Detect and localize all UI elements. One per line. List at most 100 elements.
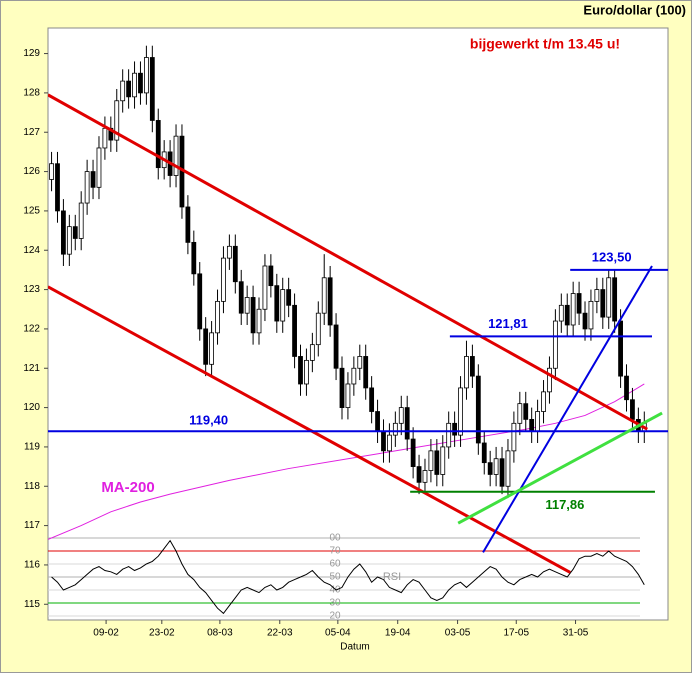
candle-body (529, 418, 535, 432)
candle-body (594, 289, 600, 302)
candle-body (475, 375, 481, 444)
plot-layer: 00 70 60 50 40 30 20 RSI (48, 45, 668, 622)
x-tick-label: 23-02 (149, 628, 175, 639)
y-tick-label: 123 (23, 284, 40, 295)
candle-body (600, 289, 606, 318)
x-tick-label: 09-02 (93, 628, 119, 639)
candle-body (606, 277, 612, 318)
plot-area (47, 27, 669, 621)
x-tick-label: 31-05 (563, 628, 589, 639)
candle-body (132, 72, 137, 98)
candle-body (72, 226, 78, 239)
candle-body (618, 320, 623, 377)
candle-body (84, 171, 90, 204)
candle-body (535, 411, 540, 432)
candle-body (612, 277, 618, 322)
candle-body (197, 273, 203, 330)
candle-body (321, 277, 327, 314)
candle-body (155, 120, 161, 169)
candle-body (517, 403, 523, 424)
candle-body (78, 202, 84, 239)
candle-body (256, 308, 262, 334)
candle-body (143, 57, 149, 94)
candle-body (452, 422, 458, 436)
rsi-tick-label: 20 (329, 611, 341, 622)
candle-body (61, 210, 66, 255)
candle-body (547, 367, 552, 393)
y-tick-label: 126 (23, 166, 40, 177)
rsi-tick-label: 60 (329, 559, 341, 570)
candle-body (250, 297, 256, 334)
candle-body (428, 450, 434, 471)
ma-line (48, 383, 645, 540)
candle-body (363, 356, 369, 389)
candle-body (387, 434, 392, 452)
candle-body (244, 297, 250, 314)
candle-body (339, 367, 345, 408)
rsi-tick-label: 70 (329, 546, 341, 557)
y-tick-label: 128 (23, 88, 40, 99)
candle-body (582, 312, 588, 330)
candle-body (315, 312, 321, 346)
candle-body (416, 466, 422, 483)
candle-body (173, 135, 179, 176)
candle-body (410, 438, 416, 467)
candle-body (493, 458, 499, 475)
trend-line (482, 265, 653, 553)
y-tick-label: 121 (23, 363, 40, 374)
candle-body (49, 163, 54, 180)
rsi-tick-label: 50 (329, 572, 341, 583)
y-tick-label: 120 (23, 402, 40, 413)
candle-body (458, 387, 463, 436)
trend-line (48, 285, 571, 574)
candle-body (505, 450, 511, 487)
candle-body (185, 206, 191, 243)
rsi-tick-label: 40 (329, 585, 341, 596)
candle-body (564, 304, 570, 326)
x-tick-label: 08-03 (207, 628, 233, 639)
candle-body (487, 462, 493, 475)
candle-body (203, 328, 209, 365)
y-tick-label: 129 (23, 48, 40, 59)
candle-body (304, 359, 309, 385)
y-tick-label: 119 (24, 442, 40, 453)
y-tick-label: 117 (24, 520, 40, 531)
chart-title: Euro/dollar (100) (583, 2, 686, 17)
candle-body (232, 245, 238, 283)
candle-body (102, 127, 108, 149)
x-tick-label: 19-04 (385, 628, 411, 639)
candle-body (541, 391, 546, 412)
ma-label: MA-200 (101, 479, 154, 496)
candle-body (404, 407, 410, 440)
candle-body (286, 289, 292, 306)
trend-line (457, 411, 663, 525)
y-tick-label: 118 (24, 481, 40, 492)
candle-body (369, 387, 375, 412)
candle-body (523, 403, 529, 420)
candle-body (226, 245, 232, 259)
annotation: bijgewerkt t/m 13.45 u! (470, 36, 620, 52)
candle-body (327, 277, 333, 326)
candle-body (624, 375, 629, 401)
candle-body (55, 163, 60, 212)
candle-body (398, 407, 404, 424)
candle-body (209, 332, 214, 365)
candle-body (375, 411, 380, 432)
candle-body (280, 289, 286, 322)
candle-body (120, 80, 126, 102)
candle-body (268, 265, 274, 287)
y-tick-label: 125 (23, 206, 40, 217)
candle-body (221, 257, 226, 302)
candle-body (464, 356, 469, 389)
level-label: 119,40 (189, 413, 228, 428)
candle-body (126, 80, 132, 98)
candle-body (309, 344, 315, 361)
y-tick-label: 124 (23, 245, 40, 256)
candle-body (499, 458, 505, 487)
rsi-label: RSI (383, 571, 401, 583)
y-tick-label: 127 (23, 127, 40, 138)
x-tick-label: 03-05 (445, 628, 471, 639)
level-label: 121,81 (488, 316, 528, 331)
candle-body (434, 450, 440, 475)
